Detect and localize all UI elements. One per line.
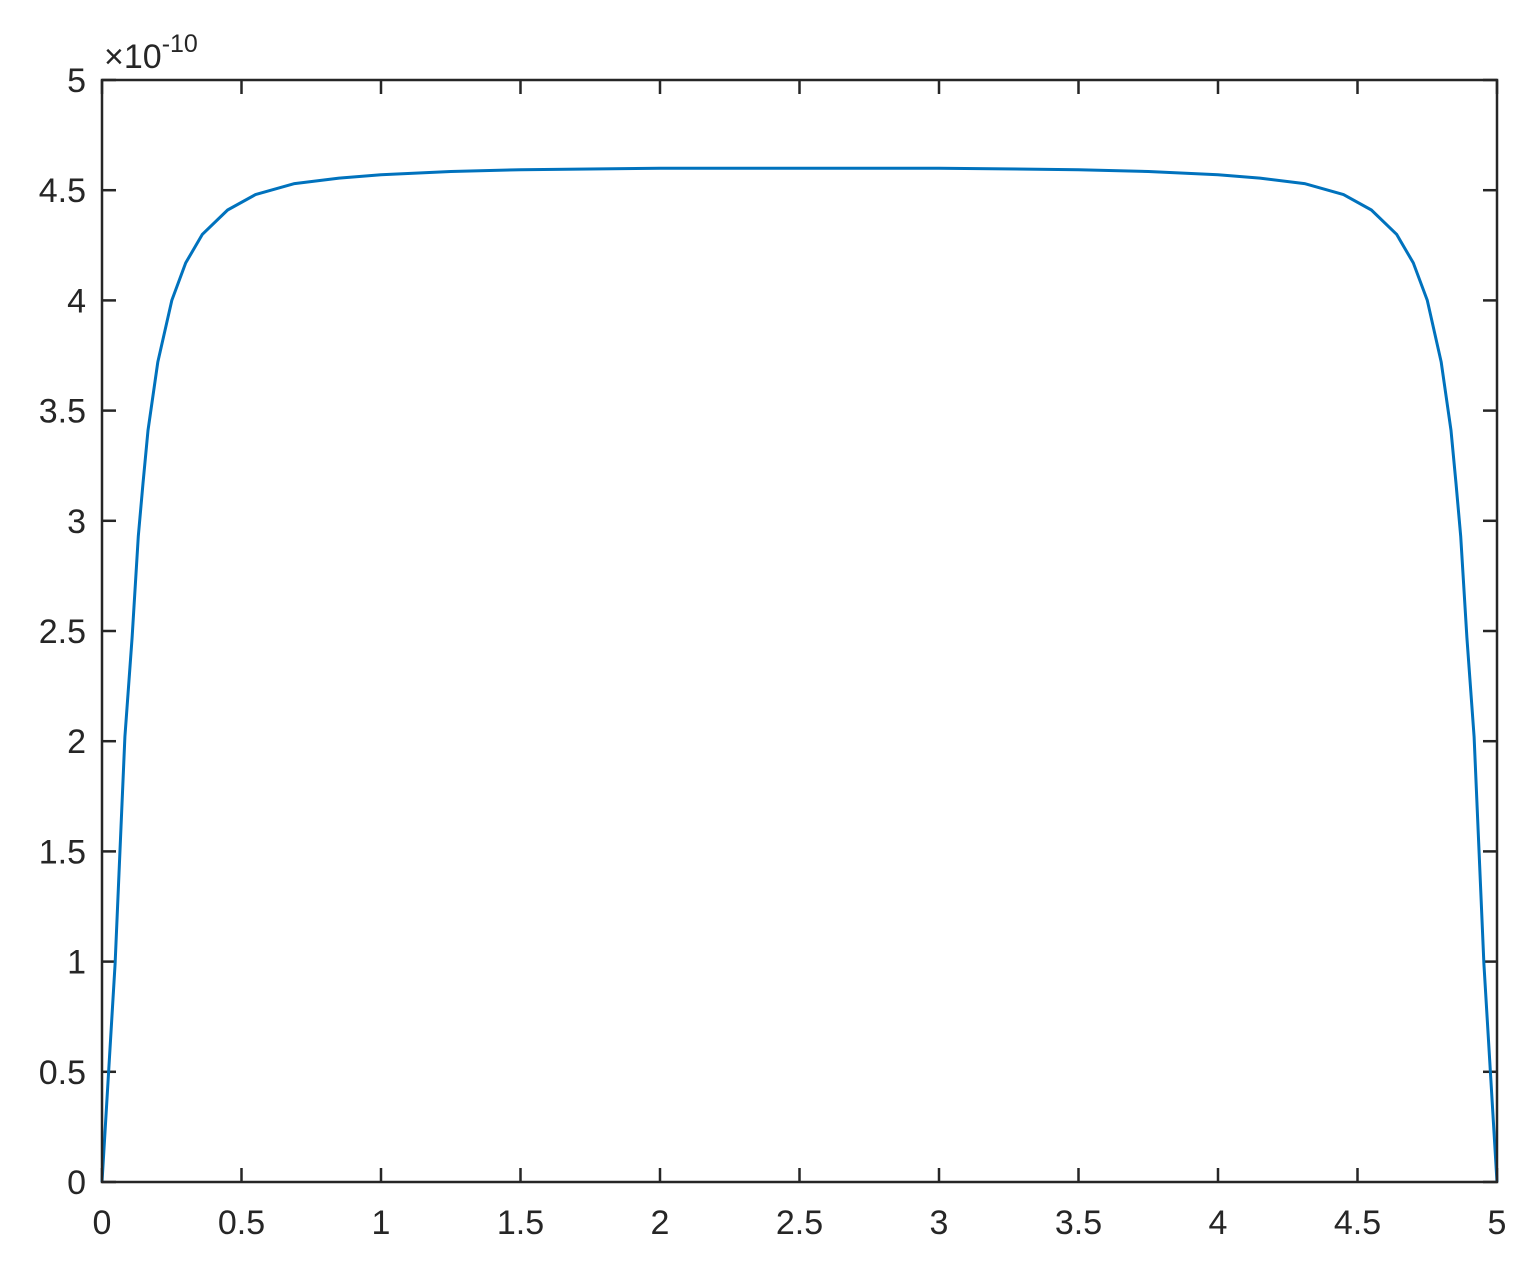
- y-tick-label: 1.5: [39, 833, 86, 871]
- axes-box: [100, 78, 1499, 1184]
- x-tick-label: 0.5: [218, 1204, 265, 1242]
- y-tick-label: 5: [67, 62, 86, 100]
- x-tick-label: 4.5: [1334, 1204, 1381, 1242]
- y-tick-label: 3: [67, 503, 86, 541]
- y-tick-label: 2.5: [39, 613, 86, 651]
- y-exponent-label: ×10-10: [104, 30, 198, 76]
- x-tick-label: 3.5: [1055, 1204, 1102, 1242]
- x-tick-labels: 0 0.5 1 1.5 2 2.5 3 3.5 4 4.5 5: [93, 1204, 1507, 1242]
- y-tick-label: 4.5: [39, 172, 86, 210]
- y-tick-label: 3.5: [39, 393, 86, 431]
- axis-ticks: [100, 78, 1499, 1184]
- x-tick-label: 1.5: [497, 1204, 544, 1242]
- y-exponent-power: -10: [162, 30, 198, 58]
- x-tick-label: 2: [651, 1204, 670, 1242]
- series-line: [100, 166, 1499, 1183]
- x-tick-label: 2.5: [776, 1204, 823, 1242]
- y-tick-label: 1: [67, 944, 86, 982]
- x-tick-label: 4: [1209, 1204, 1228, 1242]
- x-tick-label: 0: [93, 1204, 112, 1242]
- x-tick-label: 5: [1488, 1204, 1507, 1242]
- y-tick-label: 0.5: [39, 1054, 86, 1092]
- x-tick-label: 1: [372, 1204, 391, 1242]
- y-exponent-base: ×10: [104, 38, 162, 76]
- x-tick-label: 3: [930, 1204, 949, 1242]
- y-tick-labels: 0 0.5 1 1.5 2 2.5 3 3.5 4 4.5 5: [39, 62, 86, 1202]
- plot-area: [100, 166, 1499, 1183]
- y-tick-label: 2: [67, 723, 86, 761]
- y-tick-label: 4: [67, 282, 86, 320]
- y-tick-label: 0: [67, 1164, 86, 1202]
